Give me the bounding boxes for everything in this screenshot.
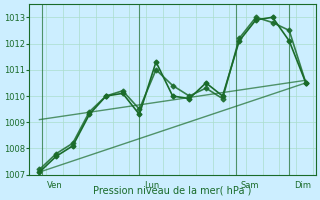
- Text: Lun: Lun: [144, 181, 160, 190]
- Text: Sam: Sam: [241, 181, 260, 190]
- Text: Dim: Dim: [294, 181, 311, 190]
- Text: Ven: Ven: [47, 181, 63, 190]
- X-axis label: Pression niveau de la mer( hPa ): Pression niveau de la mer( hPa ): [93, 186, 252, 196]
